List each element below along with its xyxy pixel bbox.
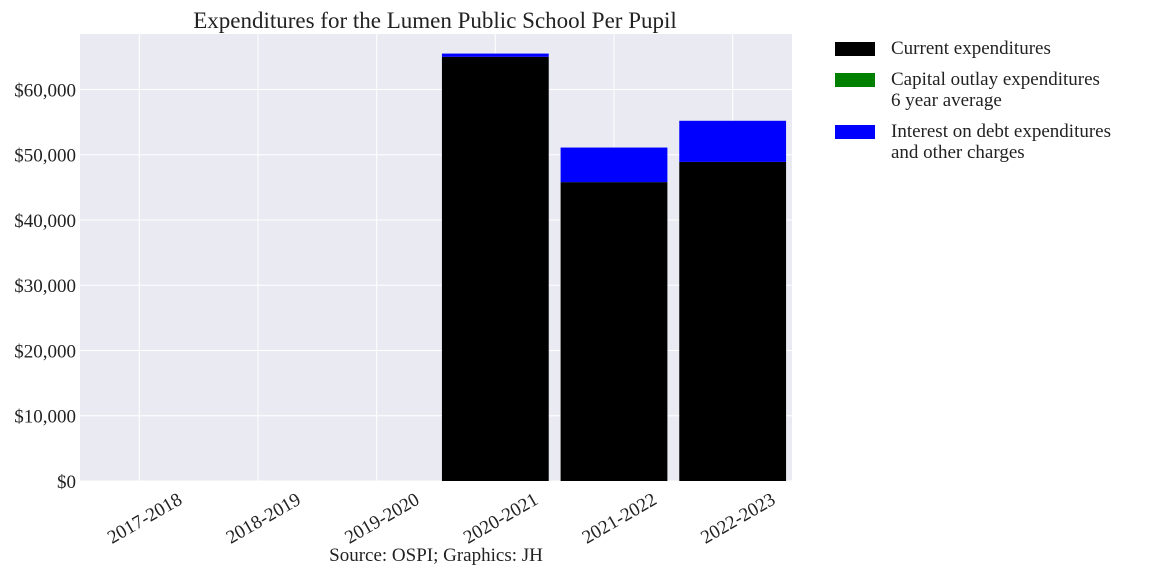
- legend-item: Capital outlay expenditures 6 year avera…: [835, 69, 1111, 111]
- bar-2022-2023-series-0: [679, 161, 787, 481]
- legend-item: Interest on debt expenditures and other …: [835, 121, 1111, 163]
- bar-2022-2023-series-2: [679, 120, 787, 162]
- y-tick-label: $30,000: [14, 276, 76, 297]
- x-tick-label: 2019-2020: [341, 489, 423, 548]
- legend-label: Capital outlay expenditures 6 year avera…: [891, 69, 1100, 111]
- x-tick-label: 2021-2022: [579, 489, 661, 548]
- x-tick-label: 2018-2019: [223, 489, 305, 548]
- y-tick-label: $0: [57, 472, 76, 493]
- y-tick-label: $10,000: [14, 407, 76, 428]
- x-tick-labels: 2017-2018 2018-2019 2019-2020 2020-2021 2021…: [104, 489, 779, 548]
- y-tick-label: $40,000: [14, 211, 76, 232]
- legend: Current expenditures Capital outlay expen…: [835, 38, 1111, 173]
- legend-swatch: [835, 42, 875, 56]
- bar-2021-2022-series-0: [560, 182, 668, 481]
- bar-2020-2021-series-2: [441, 53, 549, 57]
- bars: [441, 53, 787, 481]
- x-tick-label: 2017-2018: [104, 489, 186, 548]
- x-tick-label: 2022-2023: [697, 489, 779, 548]
- legend-label: Interest on debt expenditures and other …: [891, 121, 1112, 163]
- y-tick-label: $20,000: [14, 341, 76, 362]
- legend-swatch: [835, 73, 875, 87]
- y-tick-label: $50,000: [14, 146, 76, 167]
- y-tick-labels: $0 $10,000 $20,000 $30,000 $40,000 $50,000 $60…: [14, 80, 76, 493]
- y-tick-label: $60,000: [14, 80, 76, 101]
- bar-2021-2022-series-2: [560, 147, 668, 183]
- x-tick-label: 2020-2021: [460, 489, 542, 548]
- source-note: Source: OSPI; Graphics: JH: [329, 545, 543, 566]
- bar-2020-2021-series-0: [441, 56, 549, 481]
- legend-label: Current expenditures: [891, 38, 1051, 59]
- plot-area: [80, 34, 792, 481]
- legend-item: Current expenditures: [835, 38, 1111, 59]
- chart-title: Expenditures for the Lumen Public School…: [193, 8, 677, 33]
- legend-swatch: [835, 125, 875, 139]
